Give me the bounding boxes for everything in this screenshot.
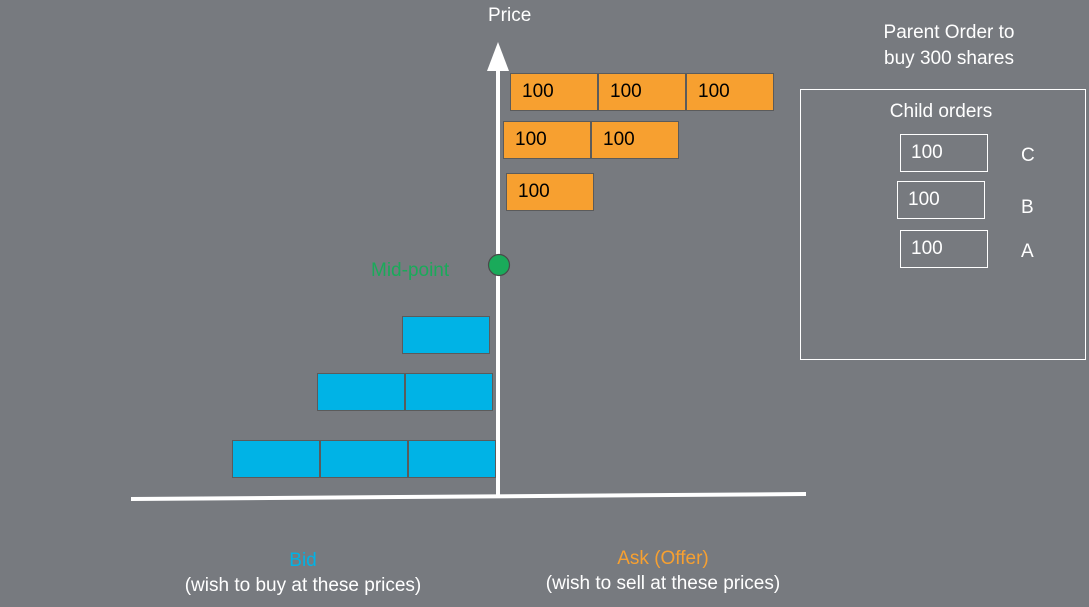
ask-order-box: 100 — [510, 73, 598, 111]
bid-order-box — [232, 440, 320, 478]
bid-caption: (wish to buy at these prices) — [184, 575, 422, 596]
bid-order-box — [405, 373, 493, 411]
midpoint-marker — [487, 253, 511, 277]
bid-order-box — [408, 440, 496, 478]
ask-label: Ask (Offer) — [617, 548, 709, 569]
bid-label: Bid — [289, 550, 317, 571]
child-order-letter: C — [1021, 145, 1035, 166]
bid-order-box — [402, 316, 490, 354]
child-order-box: 100 — [900, 230, 988, 268]
child-order-letter: B — [1021, 197, 1034, 218]
child-order-box: 100 — [897, 181, 985, 219]
child-orders-panel — [800, 89, 1086, 360]
parent-order-title-line1: Parent Order to — [883, 22, 1015, 43]
ask-order-box: 100 — [598, 73, 686, 111]
parent-order-title-line2: buy 300 shares — [884, 48, 1014, 69]
ask-order-box: 100 — [686, 73, 774, 111]
price-axis-arrow-icon — [487, 42, 509, 71]
ask-order-box: 100 — [591, 121, 679, 159]
ask-order-box: 100 — [506, 173, 594, 211]
ask-order-box: 100 — [503, 121, 591, 159]
bid-order-box — [317, 373, 405, 411]
midpoint-label: Mid-point — [371, 260, 450, 281]
horizontal-axis — [130, 492, 807, 501]
ask-caption: (wish to sell at these prices) — [545, 573, 781, 594]
bid-order-box — [320, 440, 408, 478]
child-order-box: 100 — [900, 134, 988, 172]
child-orders-title: Child orders — [889, 101, 993, 122]
child-order-letter: A — [1021, 241, 1034, 262]
price-axis-label: Price — [488, 5, 532, 26]
